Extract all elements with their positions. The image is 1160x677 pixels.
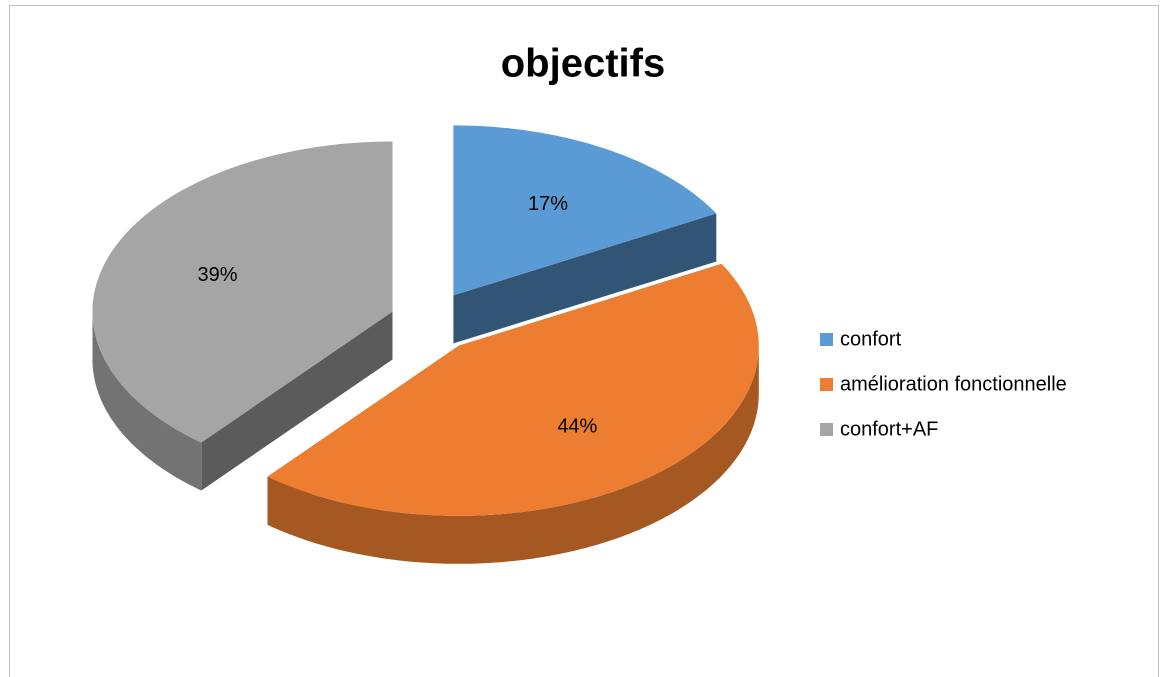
legend-swatch (820, 378, 833, 391)
legend-label: confort+AF (840, 418, 938, 440)
data-label: 17% (528, 193, 568, 215)
slice-wall (267, 345, 759, 564)
slice-side (453, 213, 717, 344)
slice (453, 125, 717, 296)
legend-swatch (820, 333, 833, 346)
data-label: 39% (197, 264, 237, 286)
chart-title: objectifs (501, 42, 665, 86)
slice (267, 263, 759, 516)
slice-side (201, 311, 393, 491)
data-label: 44% (557, 415, 597, 437)
legend-label: amélioration fonctionnelle (840, 373, 1067, 395)
slice-wall (92, 311, 202, 491)
slice (92, 141, 393, 443)
legend-label: confort (840, 328, 902, 350)
legend-swatch (820, 423, 833, 436)
